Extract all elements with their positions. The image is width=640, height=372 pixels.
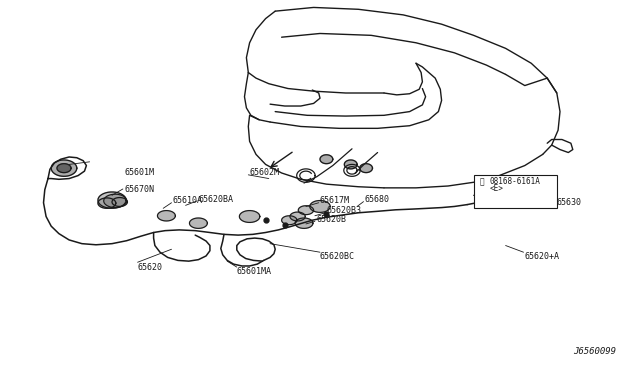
Text: 65670N: 65670N [125, 185, 155, 194]
Text: 65620B: 65620B [317, 215, 347, 224]
Text: 08168-6161A: 08168-6161A [490, 177, 540, 186]
Polygon shape [112, 198, 127, 206]
Text: Ⓢ: Ⓢ [480, 177, 484, 186]
Text: J6560099: J6560099 [573, 347, 616, 356]
Text: 65617M: 65617M [320, 196, 350, 205]
Text: 65680: 65680 [365, 195, 390, 203]
Polygon shape [484, 189, 499, 198]
Polygon shape [51, 160, 77, 176]
Text: 65602M: 65602M [250, 169, 280, 177]
Polygon shape [239, 211, 260, 222]
Text: 65620: 65620 [138, 263, 163, 272]
Polygon shape [295, 218, 313, 228]
Text: 65620BA: 65620BA [198, 195, 234, 203]
Text: 65620+A: 65620+A [525, 252, 560, 261]
Polygon shape [360, 164, 372, 173]
Polygon shape [98, 192, 126, 208]
Polygon shape [98, 198, 116, 208]
Text: 65601MA: 65601MA [237, 267, 272, 276]
Text: <E>: <E> [490, 185, 504, 193]
Polygon shape [157, 211, 175, 221]
Polygon shape [189, 218, 207, 228]
Polygon shape [290, 212, 305, 221]
Polygon shape [310, 201, 330, 212]
Polygon shape [477, 186, 506, 204]
Text: 65601M: 65601M [125, 169, 155, 177]
Text: 65620B3: 65620B3 [326, 206, 362, 215]
Polygon shape [282, 216, 297, 225]
Polygon shape [483, 187, 513, 205]
Polygon shape [298, 206, 314, 215]
Polygon shape [57, 164, 71, 173]
Polygon shape [104, 194, 127, 208]
Text: 65620BC: 65620BC [320, 252, 355, 261]
Polygon shape [484, 190, 499, 200]
Bar [474, 175, 557, 208]
Polygon shape [344, 160, 357, 169]
Polygon shape [494, 187, 515, 199]
Polygon shape [492, 185, 504, 193]
Text: 65610A: 65610A [173, 196, 203, 205]
Text: 65630: 65630 [557, 198, 582, 207]
Polygon shape [320, 155, 333, 164]
